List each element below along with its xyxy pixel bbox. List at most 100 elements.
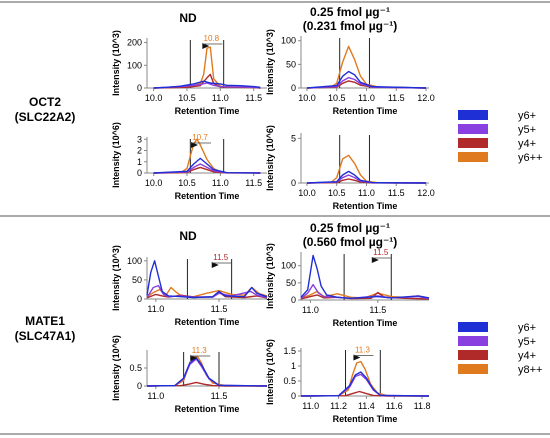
y-axis-label: Intensity (10^3) <box>265 29 275 95</box>
x-axis-label: Retention Time <box>175 106 240 116</box>
y-tick-label: 0.5 <box>283 376 296 386</box>
legend-label: y6+ <box>518 322 536 334</box>
x-tick-label: 11.5 <box>388 188 405 198</box>
y-tick-label: 0 <box>291 178 296 188</box>
y-axis-label: Intensity (10^3) <box>265 243 275 309</box>
y-axis-label: Intensity (10^3) <box>111 30 121 96</box>
series-line-y6 <box>146 260 268 299</box>
chart-panel: 012 3 10.0 10.5 11.0 11.5 Retention Time Intens… <box>111 122 267 201</box>
legend-label: y5+ <box>518 124 536 136</box>
y-tick-label: 0.5 <box>129 363 142 373</box>
legend-swatch-y6pp <box>458 152 488 162</box>
y-tick-label: 0 <box>137 381 142 391</box>
y-tick-label: 2 <box>137 146 142 156</box>
y-tick-label: 0 <box>291 391 296 401</box>
y-tick-label: 0 <box>291 83 296 93</box>
series-line-y6pp <box>306 45 427 89</box>
x-tick-label: 11.0 <box>358 188 375 198</box>
legend: y6+ y5+ y4+ y6++ <box>458 110 542 164</box>
y-tick-label: 5 <box>291 133 296 143</box>
x-tick-label: 11.5 <box>211 391 228 401</box>
x-tick-label: 11.0 <box>212 178 229 188</box>
legend-swatch-y4 <box>458 350 488 360</box>
peak-marker <box>371 257 379 263</box>
series-line-y6 <box>153 157 261 174</box>
legend-swatch-y6pp <box>458 364 488 374</box>
x-tick-label: 11.5 <box>388 93 405 103</box>
x-tick-label: 10.5 <box>328 93 346 103</box>
x-axis-label: Retention Time <box>333 201 398 211</box>
x-tick-label: 11.0 <box>302 305 319 315</box>
y-tick-label: 100 <box>127 256 142 266</box>
peak-marker <box>190 355 198 361</box>
section-mate1: MATE1 (SLC47A1) ND 0.25 fmol µg⁻¹ (0.560… <box>15 221 543 424</box>
section-label-line1: OCT2 <box>29 95 61 109</box>
x-tick-label: 11.5 <box>369 305 386 315</box>
legend-swatch-y5 <box>458 336 488 346</box>
series-line-y6 <box>146 357 268 387</box>
legend-label: y6+ <box>518 110 536 122</box>
x-axis-label: Retention Time <box>175 191 240 201</box>
peak-annotation: 11.5 <box>213 253 229 262</box>
section-label-line2: (SLC47A1) <box>15 329 76 343</box>
peak-annotation: 10.7 <box>192 133 208 142</box>
section-label-line2: (SLC22A2) <box>15 110 76 124</box>
x-axis-label: Retention Time <box>175 404 240 414</box>
y-tick-label: 0 <box>291 295 296 305</box>
y-tick-label: 0 <box>137 294 142 304</box>
chart-panel: 0 50 100 11.0 11.5 Retention Time Intensity (1… <box>111 245 268 327</box>
legend-label: y5+ <box>518 336 536 348</box>
column-title-nd: ND <box>179 229 197 243</box>
y-axis-label: Intensity (10^6) <box>111 335 121 401</box>
peak-annotation: 11.3 <box>355 346 371 355</box>
x-tick-label: 11.0 <box>358 93 375 103</box>
x-tick-label: 12.0 <box>417 188 435 198</box>
y-tick-label: 1 <box>291 361 296 371</box>
y-tick-label: 0 <box>137 168 142 178</box>
y-axis-label: Intensity (10^6) <box>265 125 275 191</box>
column-title-quant-line2: (0.231 fmol µg⁻¹) <box>303 19 398 33</box>
x-tick-label: 11.5 <box>245 93 262 103</box>
column-title-quant-line2: (0.560 fmol µg⁻¹) <box>303 235 398 249</box>
chart-panel: 0 5 10.0 10.5 11.0 11.5 12.0 Retention Time Inte… <box>265 125 435 211</box>
y-tick-label: 1 <box>137 157 142 167</box>
x-axis-label: Retention Time <box>333 414 398 424</box>
peak-annotation: 11.3 <box>192 346 208 355</box>
peak-marker <box>353 354 361 361</box>
x-tick-label: 11.0 <box>212 93 229 103</box>
x-axis-label: Retention Time <box>333 318 398 328</box>
legend-label: y6++ <box>518 152 542 164</box>
x-axis-label: Retention Time <box>175 317 240 327</box>
x-tick-label: 11.8 <box>414 401 431 411</box>
y-tick-label: 100 <box>127 60 142 70</box>
x-tick-label: 11.6 <box>386 401 403 411</box>
x-tick-label: 10.0 <box>298 188 316 198</box>
legend-swatch-y6 <box>458 322 488 332</box>
x-axis-label: Retention Time <box>333 106 398 116</box>
x-tick-label: 12.0 <box>417 93 435 103</box>
series-line-y6pp <box>300 360 430 397</box>
y-tick-label: 200 <box>127 38 142 48</box>
series-line-y6 <box>153 80 261 89</box>
y-tick-label: 100 <box>281 36 296 46</box>
y-tick-label: 50 <box>286 278 296 288</box>
y-tick-label: 100 <box>281 261 296 271</box>
x-tick-label: 10.0 <box>145 178 163 188</box>
chart-panel: 0 50 100 11.0 11.5 Retention Time Intensity (1… <box>265 243 430 328</box>
y-axis-label: Intensity (10^6) <box>265 339 275 405</box>
legend-label: y4+ <box>518 350 536 362</box>
x-tick-label: 11.0 <box>147 391 164 401</box>
series-line-y5 <box>146 358 268 387</box>
legend: y6+ y5+ y4+ y8++ <box>458 322 542 376</box>
series-line-y6 <box>306 70 427 89</box>
legend-label: y4+ <box>518 138 536 150</box>
x-tick-label: 10.5 <box>178 178 196 188</box>
series-line-y6 <box>300 254 430 299</box>
x-tick-label: 11.5 <box>245 178 262 188</box>
legend-swatch-y4 <box>458 138 488 148</box>
chart-panel: 0 0.5 1 1.5 11.0 11.2 11.4 11.6 11.8 Retention Ti… <box>265 339 430 424</box>
peak-marker <box>191 142 198 148</box>
peak-marker <box>202 43 210 49</box>
y-tick-label: 0 <box>137 83 142 93</box>
column-title-quant-line1: 0.25 fmol µg⁻¹ <box>310 5 390 19</box>
